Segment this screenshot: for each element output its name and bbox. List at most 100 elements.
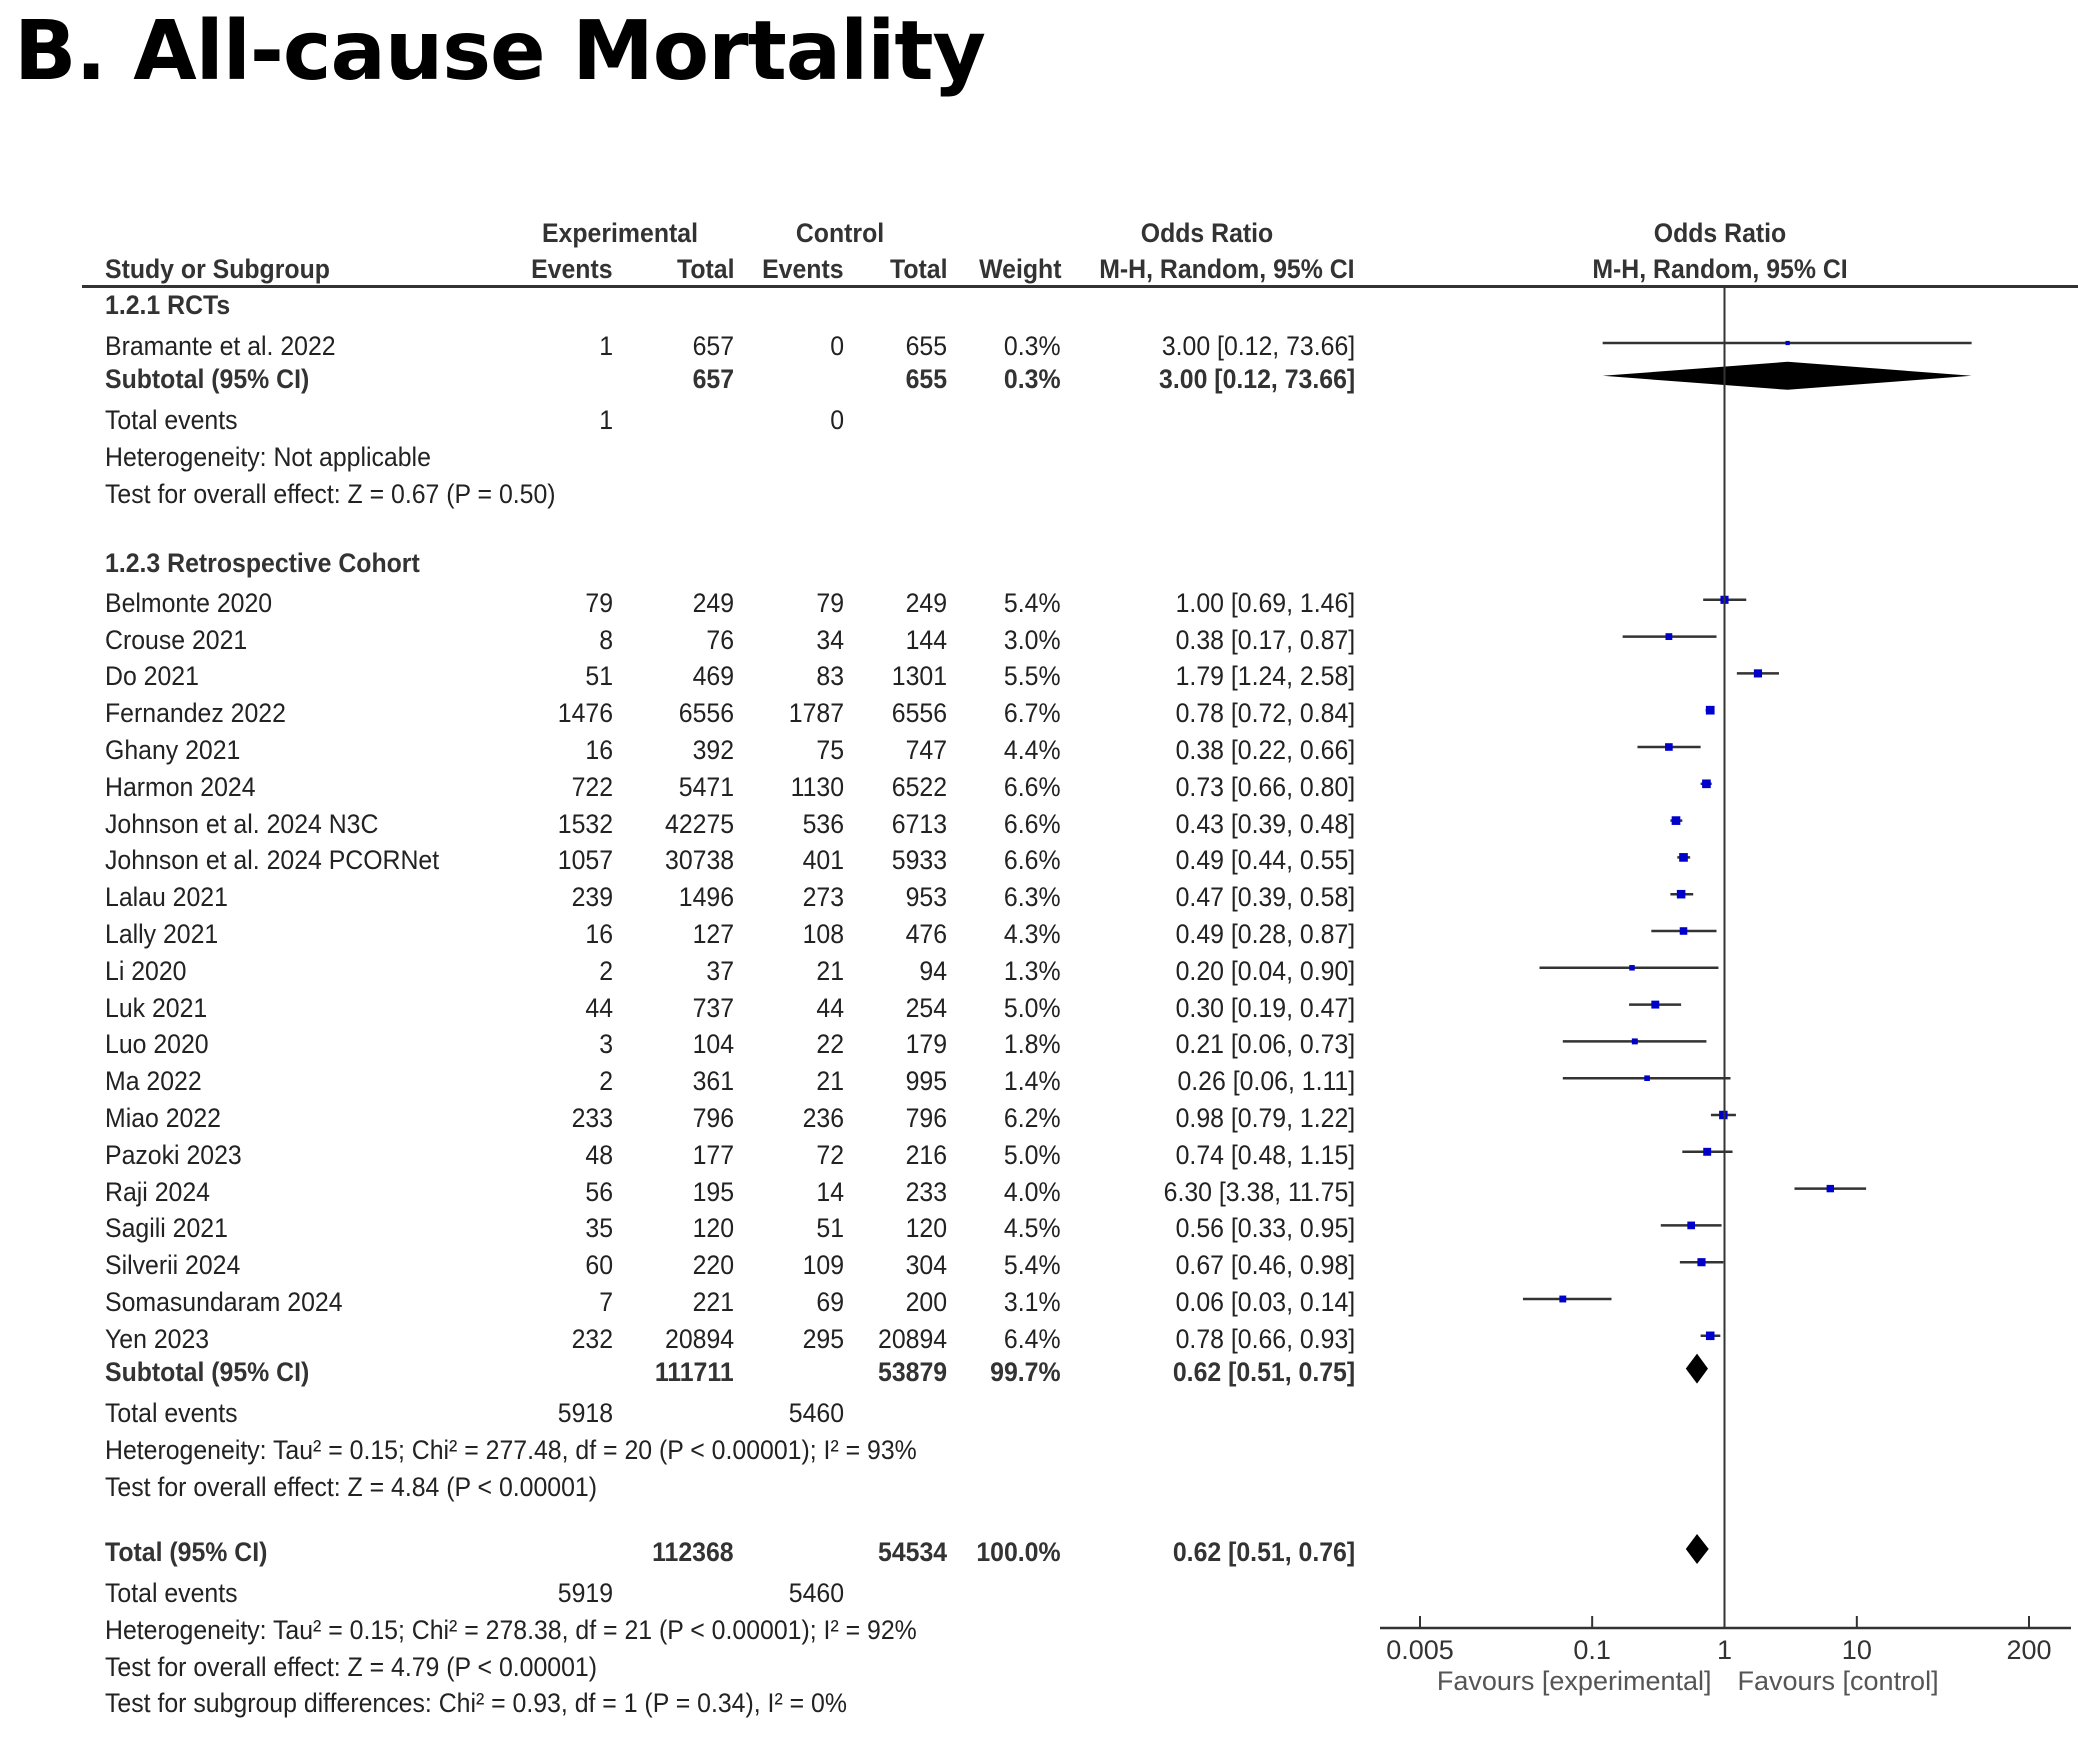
ctl-total: 233 [905, 1176, 947, 1207]
exp-events: 51 [585, 661, 613, 692]
exp-events: 722 [571, 771, 613, 802]
exp-events: 8 [599, 624, 613, 655]
subtotal-label: Subtotal (95% CI) [105, 363, 310, 394]
study-marker [1665, 633, 1673, 641]
ctl-total: 254 [905, 992, 947, 1023]
study-name: Ghany 2021 [105, 735, 241, 765]
total-label: Total (95% CI) [105, 1537, 268, 1567]
total-events-label: Total events [105, 404, 238, 435]
study-name: Yen 2023 [105, 1323, 210, 1354]
weight: 5.0% [1004, 992, 1061, 1023]
exp-total: 392 [692, 735, 734, 765]
overall-effect-total-text: Test for overall effect: Z = 4.79 (P < 0… [105, 1652, 598, 1682]
subtotal-or-ci: 0.62 [0.51, 0.75] [1172, 1356, 1355, 1387]
weight: 5.4% [1004, 587, 1061, 618]
exp-total: 120 [692, 1213, 734, 1244]
exp-total: 37 [706, 955, 734, 986]
weight: 3.0% [1004, 624, 1061, 655]
x-tick-label: 0.005 [1386, 1635, 1454, 1665]
ctl-events: 0 [830, 331, 844, 361]
study-marker [1697, 1258, 1706, 1267]
odds-ratio-ci: 3.00 [0.12, 73.66] [1161, 331, 1355, 361]
exp-events: 56 [585, 1176, 613, 1207]
exp-total: 177 [692, 1139, 734, 1170]
study-name: Harmon 2024 [105, 771, 256, 802]
exp-events: 1476 [557, 698, 613, 729]
weight: 6.2% [1004, 1103, 1061, 1133]
ctl-events: 1787 [788, 698, 844, 729]
study-marker [1559, 1295, 1567, 1303]
exp-total: 104 [692, 1029, 734, 1060]
ctl-events: 75 [816, 735, 844, 765]
subtotal-label: Subtotal (95% CI) [105, 1356, 310, 1387]
study-marker [1631, 1038, 1638, 1045]
pooled-diamond [1685, 1534, 1709, 1564]
study-name: Sagili 2021 [105, 1213, 228, 1244]
ctl-total: 120 [905, 1213, 947, 1244]
figure-title: B. All-cause Mortality [14, 4, 986, 99]
ctl-total: 94 [919, 955, 947, 986]
weight: 5.5% [1004, 661, 1061, 692]
weight: 5.0% [1004, 1139, 1061, 1170]
exp-total: 127 [692, 919, 734, 949]
ctl-events: 236 [802, 1103, 844, 1133]
exp-total: 796 [692, 1103, 734, 1133]
subtotal-ctl-total: 53879 [877, 1356, 947, 1387]
ctl-total: 6713 [891, 808, 947, 839]
odds-ratio-ci: 0.78 [0.66, 0.93] [1175, 1323, 1355, 1354]
ctl-total: 655 [905, 331, 947, 361]
exp-events: 16 [585, 919, 613, 949]
odds-ratio-ci: 0.38 [0.17, 0.87] [1175, 624, 1355, 655]
exp-total: 657 [692, 331, 734, 361]
weight: 6.6% [1004, 808, 1061, 839]
odds-ratio-ci: 0.73 [0.66, 0.80] [1175, 771, 1355, 802]
overall-effect-text: Test for overall effect: Z = 4.84 (P < 0… [105, 1471, 598, 1502]
ctl-events: 14 [816, 1176, 844, 1207]
odds-ratio-ci: 1.00 [0.69, 1.46] [1175, 587, 1355, 618]
study-name: Johnson et al. 2024 N3C [105, 808, 379, 839]
weight: 6.6% [1004, 771, 1061, 802]
study-name: Do 2021 [105, 661, 199, 692]
ctl-total: 953 [905, 882, 947, 913]
subtotal-exp-total: 657 [692, 363, 734, 394]
ctl-total: 304 [905, 1250, 947, 1281]
total-events-ctl: 5460 [788, 1397, 844, 1428]
odds-ratio-ci: 0.78 [0.72, 0.84] [1175, 698, 1355, 729]
exp-events: 1532 [557, 808, 613, 839]
total-weight: 100.0% [976, 1537, 1061, 1567]
weight: 6.4% [1004, 1323, 1061, 1354]
header-control: Control [795, 218, 885, 248]
favours-experimental-label: Favours [experimental] [1437, 1666, 1712, 1696]
header-plot-odds-ratio: Odds Ratio [1653, 218, 1787, 248]
ctl-total: 144 [905, 624, 947, 655]
overall-total-events-label: Total events [105, 1578, 238, 1608]
weight: 3.1% [1004, 1287, 1061, 1317]
exp-total: 30738 [664, 845, 734, 876]
weight: 4.5% [1004, 1213, 1061, 1244]
overall-heterogeneity-text: Heterogeneity: Tau² = 0.15; Chi² = 278.3… [105, 1615, 917, 1645]
exp-total: 249 [692, 587, 734, 618]
study-marker [1651, 1000, 1660, 1009]
exp-total: 195 [692, 1176, 734, 1207]
ctl-events: 51 [816, 1213, 844, 1244]
ctl-total: 6556 [891, 698, 947, 729]
exp-events: 16 [585, 735, 613, 765]
odds-ratio-ci: 0.67 [0.46, 0.98] [1175, 1250, 1355, 1281]
exp-total: 20894 [664, 1323, 734, 1354]
weight: 1.8% [1004, 1029, 1061, 1060]
header-weight: Weight [978, 254, 1061, 284]
odds-ratio-ci: 0.21 [0.06, 0.73] [1175, 1029, 1355, 1060]
study-marker [1785, 340, 1790, 346]
header-plot-method: M-H, Random, 95% CI [1592, 254, 1848, 284]
study-marker [1676, 889, 1686, 899]
exp-events: 35 [585, 1213, 613, 1244]
subtotal-weight: 99.7% [990, 1356, 1061, 1387]
ctl-total: 796 [905, 1103, 947, 1133]
odds-ratio-ci: 0.98 [0.79, 1.22] [1175, 1103, 1355, 1133]
study-marker [1753, 669, 1763, 678]
study-name: Lally 2021 [105, 919, 219, 949]
total-events-label: Total events [105, 1397, 238, 1428]
ctl-events: 108 [802, 919, 844, 949]
exp-total: 76 [706, 624, 734, 655]
